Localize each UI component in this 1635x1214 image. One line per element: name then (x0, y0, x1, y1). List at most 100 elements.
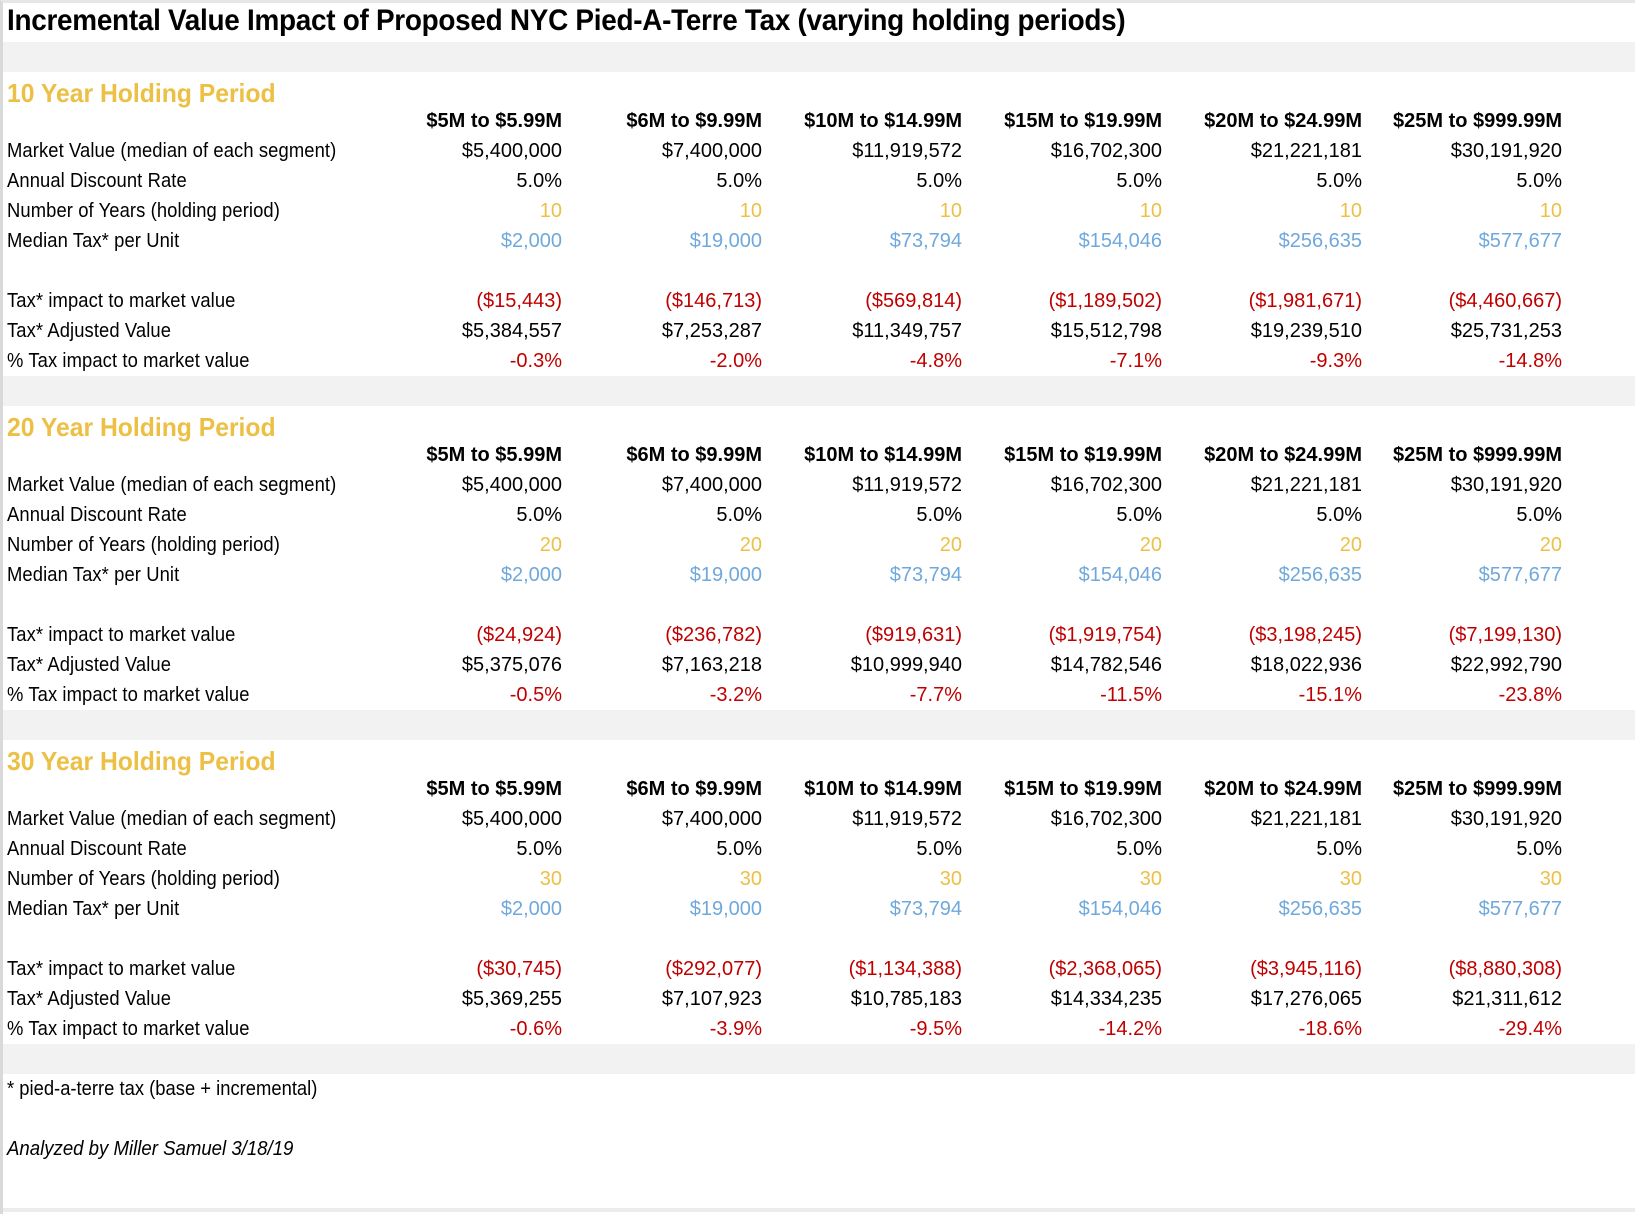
table-cell: 5.0% (516, 170, 562, 192)
row-label: Median Tax* per Unit (7, 230, 180, 252)
table-row-median-tax: Median Tax* per Unit $2,000 $19,000 $73,794… (0, 564, 1635, 594)
column-header: $25M to $999.99M (1393, 444, 1562, 466)
table-cell: ($292,077) (665, 958, 762, 980)
table-cell: 30 (939, 868, 962, 890)
column-header-row: $5M to $5.99M $6M to $9.99M $10M to $14.99… (0, 778, 1635, 808)
table-cell: 5.0% (916, 504, 962, 526)
table-cell: ($8,880,308) (1448, 958, 1562, 980)
column-header: $25M to $999.99M (1393, 110, 1562, 132)
table-row-years: Number of Years (holding period) 10 10 10 10… (0, 200, 1635, 230)
table-cell: $10,785,183 (850, 988, 962, 1010)
table-cell: -7.7% (909, 684, 962, 706)
table-cell: $5,400,000 (461, 140, 562, 162)
table-cell: $7,107,923 (661, 988, 762, 1010)
table-cell: 5.0% (1316, 170, 1362, 192)
table-row-market-value: Market Value (median of each segment) $5,… (0, 808, 1635, 838)
table-cell: -18.6% (1298, 1018, 1362, 1040)
table-cell: $14,782,546 (1050, 654, 1162, 676)
row-label: Number of Years (holding period) (7, 200, 280, 222)
table-cell: $19,000 (689, 898, 762, 920)
table-cell: -9.5% (909, 1018, 962, 1040)
table-cell: $21,221,181 (1250, 474, 1362, 496)
table-cell: -23.8% (1498, 684, 1562, 706)
table-cell: 5.0% (916, 170, 962, 192)
table-cell: $5,384,557 (461, 320, 562, 342)
row-label: Tax* Adjusted Value (7, 320, 172, 342)
table-cell: -14.2% (1098, 1018, 1162, 1040)
column-header: $5M to $5.99M (426, 110, 562, 132)
table-cell: $19,239,510 (1250, 320, 1362, 342)
table-cell: -29.4% (1498, 1018, 1562, 1040)
table-cell: 10 (939, 200, 962, 222)
row-label: Market Value (median of each segment) (7, 474, 337, 496)
table-cell: -15.1% (1298, 684, 1362, 706)
table-cell: $17,276,065 (1250, 988, 1362, 1010)
table-row-pct-impact: % Tax impact to market value -0.5% -3.2% -7… (0, 684, 1635, 714)
table-cell: $15,512,798 (1050, 320, 1162, 342)
table-cell: ($7,199,130) (1448, 624, 1562, 646)
table-cell: 10 (739, 200, 762, 222)
footnote: * pied-a-terre tax (base + incremental) (7, 1078, 318, 1100)
row-label: Market Value (median of each segment) (7, 808, 337, 830)
table-cell: 20 (539, 534, 562, 556)
separator-band (3, 376, 1635, 406)
table-cell: 10 (1539, 200, 1562, 222)
table-cell: 20 (1139, 534, 1162, 556)
table-row-tax-impact: Tax* impact to market value ($30,745) ($29… (0, 958, 1635, 988)
table-cell: $7,400,000 (661, 808, 762, 830)
row-label: Number of Years (holding period) (7, 868, 280, 890)
table-cell: 5.0% (1316, 838, 1362, 860)
table-cell: 5.0% (516, 838, 562, 860)
table-cell: $577,677 (1478, 564, 1562, 586)
table-row-median-tax: Median Tax* per Unit $2,000 $19,000 $73,794… (0, 898, 1635, 928)
column-header: $15M to $19.99M (1004, 444, 1162, 466)
table-row-tax-impact: Tax* impact to market value ($24,924) ($23… (0, 624, 1635, 654)
table-cell: ($3,945,116) (1250, 958, 1362, 980)
table-cell: -4.8% (909, 350, 962, 372)
table-row-years: Number of Years (holding period) 20 20 20 20… (0, 534, 1635, 564)
row-label: Median Tax* per Unit (7, 564, 180, 586)
table-cell: -14.8% (1498, 350, 1562, 372)
table-cell: $2,000 (500, 230, 562, 252)
table-cell: $577,677 (1478, 898, 1562, 920)
table-cell: ($146,713) (665, 290, 762, 312)
section-title: 20 Year Holding Period (7, 412, 276, 442)
table-cell: ($15,443) (476, 290, 562, 312)
table-cell: $5,369,255 (461, 988, 562, 1010)
table-row-adjusted-value: Tax* Adjusted Value $5,369,255 $7,107,923 $… (0, 988, 1635, 1018)
table-cell: -0.6% (509, 1018, 562, 1040)
separator-band (3, 1044, 1635, 1074)
table-cell: 5.0% (716, 170, 762, 192)
table-cell: 30 (1339, 868, 1362, 890)
table-cell: $73,794 (889, 230, 962, 252)
table-cell: $18,022,936 (1250, 654, 1362, 676)
table-row-discount-rate: Annual Discount Rate 5.0% 5.0% 5.0% 5.0% 5.0%… (0, 504, 1635, 534)
table-cell: $11,349,757 (852, 320, 962, 342)
table-cell: 10 (1339, 200, 1362, 222)
table-cell: $2,000 (500, 898, 562, 920)
table-cell: $16,702,300 (1050, 140, 1162, 162)
table-row-pct-impact: % Tax impact to market value -0.3% -2.0% -4… (0, 350, 1635, 380)
row-label: Tax* Adjusted Value (7, 988, 172, 1010)
table-cell: 5.0% (716, 504, 762, 526)
table-cell: 20 (739, 534, 762, 556)
table-cell: $7,163,218 (661, 654, 762, 676)
table-cell: 5.0% (716, 838, 762, 860)
table-row-discount-rate: Annual Discount Rate 5.0% 5.0% 5.0% 5.0% 5.0%… (0, 170, 1635, 200)
table-row-years: Number of Years (holding period) 30 30 30 30… (0, 868, 1635, 898)
page-title: Incremental Value Impact of Proposed NYC… (7, 4, 1126, 37)
column-header: $10M to $14.99M (804, 444, 962, 466)
row-label: Tax* impact to market value (7, 958, 236, 980)
table-cell: ($1,981,671) (1248, 290, 1362, 312)
table-cell: -0.5% (509, 684, 562, 706)
table-cell: 30 (539, 868, 562, 890)
table-cell: $11,919,572 (852, 474, 962, 496)
table-cell: $30,191,920 (1450, 808, 1562, 830)
row-label: Market Value (median of each segment) (7, 140, 337, 162)
column-header-row: $5M to $5.99M $6M to $9.99M $10M to $14.99… (0, 444, 1635, 474)
column-header: $15M to $19.99M (1004, 778, 1162, 800)
table-cell: $30,191,920 (1450, 474, 1562, 496)
table-cell: ($569,814) (865, 290, 962, 312)
table-cell: $14,334,235 (1050, 988, 1162, 1010)
